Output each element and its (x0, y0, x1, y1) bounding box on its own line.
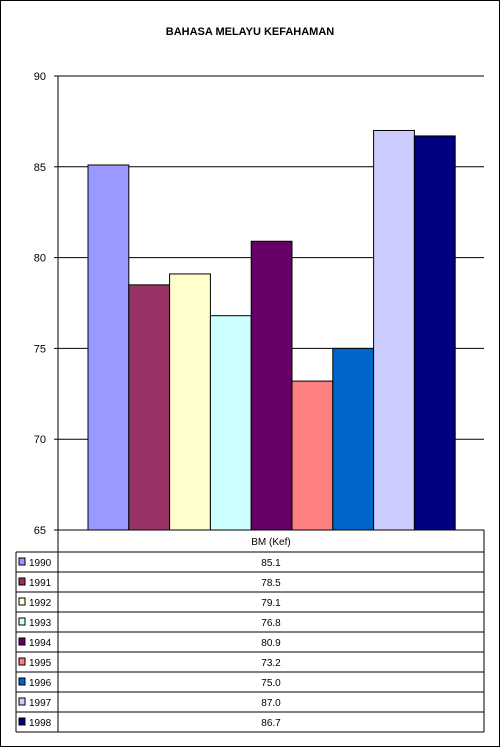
legend-label-1998: 1998 (29, 718, 52, 729)
data-label-1997: 87.0 (261, 698, 281, 709)
legend-label-1997: 1997 (29, 698, 52, 709)
y-tick-label-65: 65 (34, 525, 46, 537)
legend-key-1993 (18, 617, 26, 626)
y-tick-label-85: 85 (34, 162, 46, 174)
legend-label-1990: 1990 (29, 558, 52, 569)
legend-key-1994 (18, 637, 26, 646)
bar-1994 (250, 240, 293, 531)
bar-1997 (373, 129, 415, 531)
bar-1998 (413, 135, 456, 531)
bar-1993 (209, 315, 252, 531)
data-label-1996: 75.0 (261, 678, 281, 689)
bar-1996 (332, 347, 375, 531)
legend-key-1990 (18, 557, 26, 566)
legend-label-1995: 1995 (29, 658, 52, 669)
y-tick-label-75: 75 (34, 343, 46, 355)
chart-title: BAHASA MELAYU KEFAHAMAN (166, 26, 335, 38)
legend-label-1993: 1993 (29, 618, 52, 629)
data-label-1990: 85.1 (261, 558, 281, 569)
bar-1990 (87, 164, 130, 531)
data-label-1991: 78.5 (261, 578, 281, 589)
data-label-1995: 73.2 (261, 658, 281, 669)
legend-label-1992: 1992 (29, 598, 52, 609)
legend-key-1992 (18, 597, 26, 606)
legend-key-1991 (18, 577, 26, 586)
data-label-1994: 80.9 (261, 638, 281, 649)
bar-1991 (128, 284, 171, 531)
legend-key-1998 (18, 717, 26, 726)
y-tick-label-90: 90 (34, 71, 46, 83)
bar-1995 (291, 380, 334, 531)
legend-key-1995 (18, 657, 26, 666)
legend-label-1994: 1994 (29, 638, 52, 649)
data-label-1998: 86.7 (261, 718, 281, 729)
y-tick-label-80: 80 (34, 253, 46, 265)
data-label-1992: 79.1 (261, 598, 281, 609)
data-label-1993: 76.8 (261, 618, 281, 629)
legend-label-1996: 1996 (29, 678, 52, 689)
bars (87, 129, 456, 531)
data-table: BM (Kef) 1990 85.1 1991 78.5 1992 79.1 1993 76.8… (15, 530, 485, 733)
legend-key-1996 (18, 677, 26, 686)
legend-label-1991: 1991 (29, 578, 52, 589)
y-axis: 65 70 75 80 85 90 (34, 71, 484, 537)
category-label: BM (Kef) (251, 537, 290, 548)
bar-1992 (169, 273, 211, 531)
y-tick-label-70: 70 (34, 434, 46, 446)
legend-key-1997 (18, 697, 26, 706)
